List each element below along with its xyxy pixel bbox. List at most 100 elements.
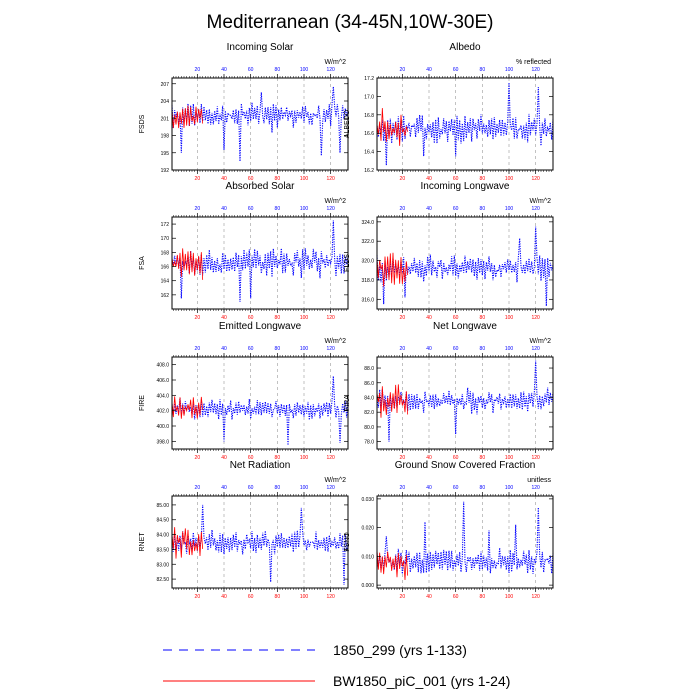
y-tick-label: 172 [161,222,170,228]
y-tick-label: 162 [161,293,170,299]
y-tick-label: 17.0 [364,94,374,100]
y-tick-label: 16.2 [364,168,374,174]
x-tick-label-bottom: 60 [453,315,459,321]
y-axis-label: FLDS [344,254,351,272]
x-tick-label-top: 80 [480,485,486,491]
unit-label: % reflected [516,59,551,66]
x-tick-label-bottom: 60 [453,176,459,182]
x-tick-label-top: 120 [326,346,335,352]
x-tick-label-bottom: 120 [531,455,540,461]
x-tick-label-top: 40 [221,206,227,212]
x-tick-label-top: 20 [400,67,406,73]
x-tick-label-bottom: 120 [326,594,335,600]
x-tick-label-bottom: 20 [400,176,406,182]
series-line-run1 [171,86,349,162]
x-tick-label-bottom: 80 [275,594,281,600]
x-tick-label-top: 120 [326,67,335,73]
y-tick-label: 408.0 [156,363,169,369]
x-tick-label-top: 60 [453,206,459,212]
y-tick-label: 0.010 [361,554,374,560]
series-line-run2 [171,527,204,559]
x-tick-label-top: 80 [275,346,281,352]
y-tick-label: 195 [161,151,170,157]
x-tick-label-bottom: 20 [400,315,406,321]
unit-label: W/m^2 [324,338,346,345]
y-tick-label: 322.0 [361,239,374,245]
x-tick-label-top: 80 [480,346,486,352]
y-tick-label: 0.000 [361,583,374,589]
y-tick-label: 406.0 [156,378,169,384]
panel-title: Ground Snow Covered Fraction [395,460,536,471]
series-line-run2 [376,549,409,580]
x-tick-label-top: 60 [453,485,459,491]
x-tick-label-bottom: 60 [248,594,254,600]
x-tick-label-bottom: 100 [300,176,309,182]
x-tick-label-bottom: 40 [426,315,432,321]
legend-label-run2: BW1850_piC_001 (yrs 1-24) [333,673,510,689]
y-tick-label: 168 [161,250,170,256]
y-tick-label: 16.4 [364,150,374,156]
x-tick-label-top: 60 [248,206,254,212]
panel-2: Albedo % reflected ALBEDO 20 40 60 80 100 120 20 4… [344,42,554,182]
panel-6: Net Longwave W/m^2 FIRA 20 40 60 80 100 120 20 40 6… [344,321,554,461]
x-tick-label-bottom: 40 [221,594,227,600]
x-tick-label-top: 80 [275,67,281,73]
x-tick-label-bottom: 40 [221,315,227,321]
x-tick-label-bottom: 20 [195,176,201,182]
panel-title: Emitted Longwave [219,321,302,332]
y-tick-label: 17.2 [364,76,374,82]
x-tick-label-top: 80 [275,206,281,212]
x-tick-label-bottom: 80 [480,315,486,321]
plot-frame [171,495,349,589]
x-tick-label-bottom: 100 [300,594,309,600]
y-axis-label: FIRE [139,395,146,411]
x-tick-label-top: 60 [453,346,459,352]
y-tick-label: 0.020 [361,526,374,532]
y-axis-label: FSNO [344,532,351,552]
x-tick-label-top: 40 [426,206,432,212]
unit-label: W/m^2 [324,198,346,205]
figure-title: Mediterranean (34-45N,10W-30E) [207,12,494,33]
y-tick-label: 198 [161,134,170,140]
x-tick-label-bottom: 40 [221,455,227,461]
x-tick-label-bottom: 80 [480,455,486,461]
y-tick-label: 170 [161,236,170,242]
panel-8: Ground Snow Covered Fraction unitless FSNO… [344,460,554,600]
y-tick-label: 320.0 [361,259,374,265]
x-tick-label-bottom: 80 [480,176,486,182]
y-tick-label: 404.0 [156,393,169,399]
y-tick-label: 164 [161,279,170,285]
x-tick-label-top: 40 [221,346,227,352]
series-line-run2 [171,248,204,280]
y-tick-label: 400.0 [156,424,169,430]
plot-frame [171,356,349,450]
x-tick-label-top: 100 [300,67,309,73]
x-tick-label-top: 120 [326,206,335,212]
y-tick-label: 86.0 [364,381,374,387]
x-tick-label-bottom: 40 [221,176,227,182]
x-tick-label-top: 40 [426,346,432,352]
x-tick-label-top: 100 [300,346,309,352]
panel-title: Net Longwave [433,321,497,332]
unit-label: W/m^2 [324,477,346,484]
y-tick-label: 201 [161,116,170,122]
x-tick-label-bottom: 100 [505,176,514,182]
x-tick-label-top: 100 [300,485,309,491]
series-line-run1 [171,220,349,302]
x-tick-label-bottom: 100 [505,315,514,321]
y-tick-label: 166 [161,265,170,271]
series-line-run2 [171,396,204,419]
x-tick-label-bottom: 40 [426,594,432,600]
x-tick-label-top: 20 [400,206,406,212]
y-tick-label: 324.0 [361,220,374,226]
x-tick-label-top: 120 [531,206,540,212]
x-tick-label-bottom: 20 [195,594,201,600]
x-tick-label-bottom: 60 [453,594,459,600]
x-tick-label-top: 100 [300,206,309,212]
plot-frame [376,77,554,171]
y-axis-label: ALBEDO [344,109,351,138]
x-tick-label-bottom: 80 [275,455,281,461]
panel-title: Albedo [449,42,481,53]
